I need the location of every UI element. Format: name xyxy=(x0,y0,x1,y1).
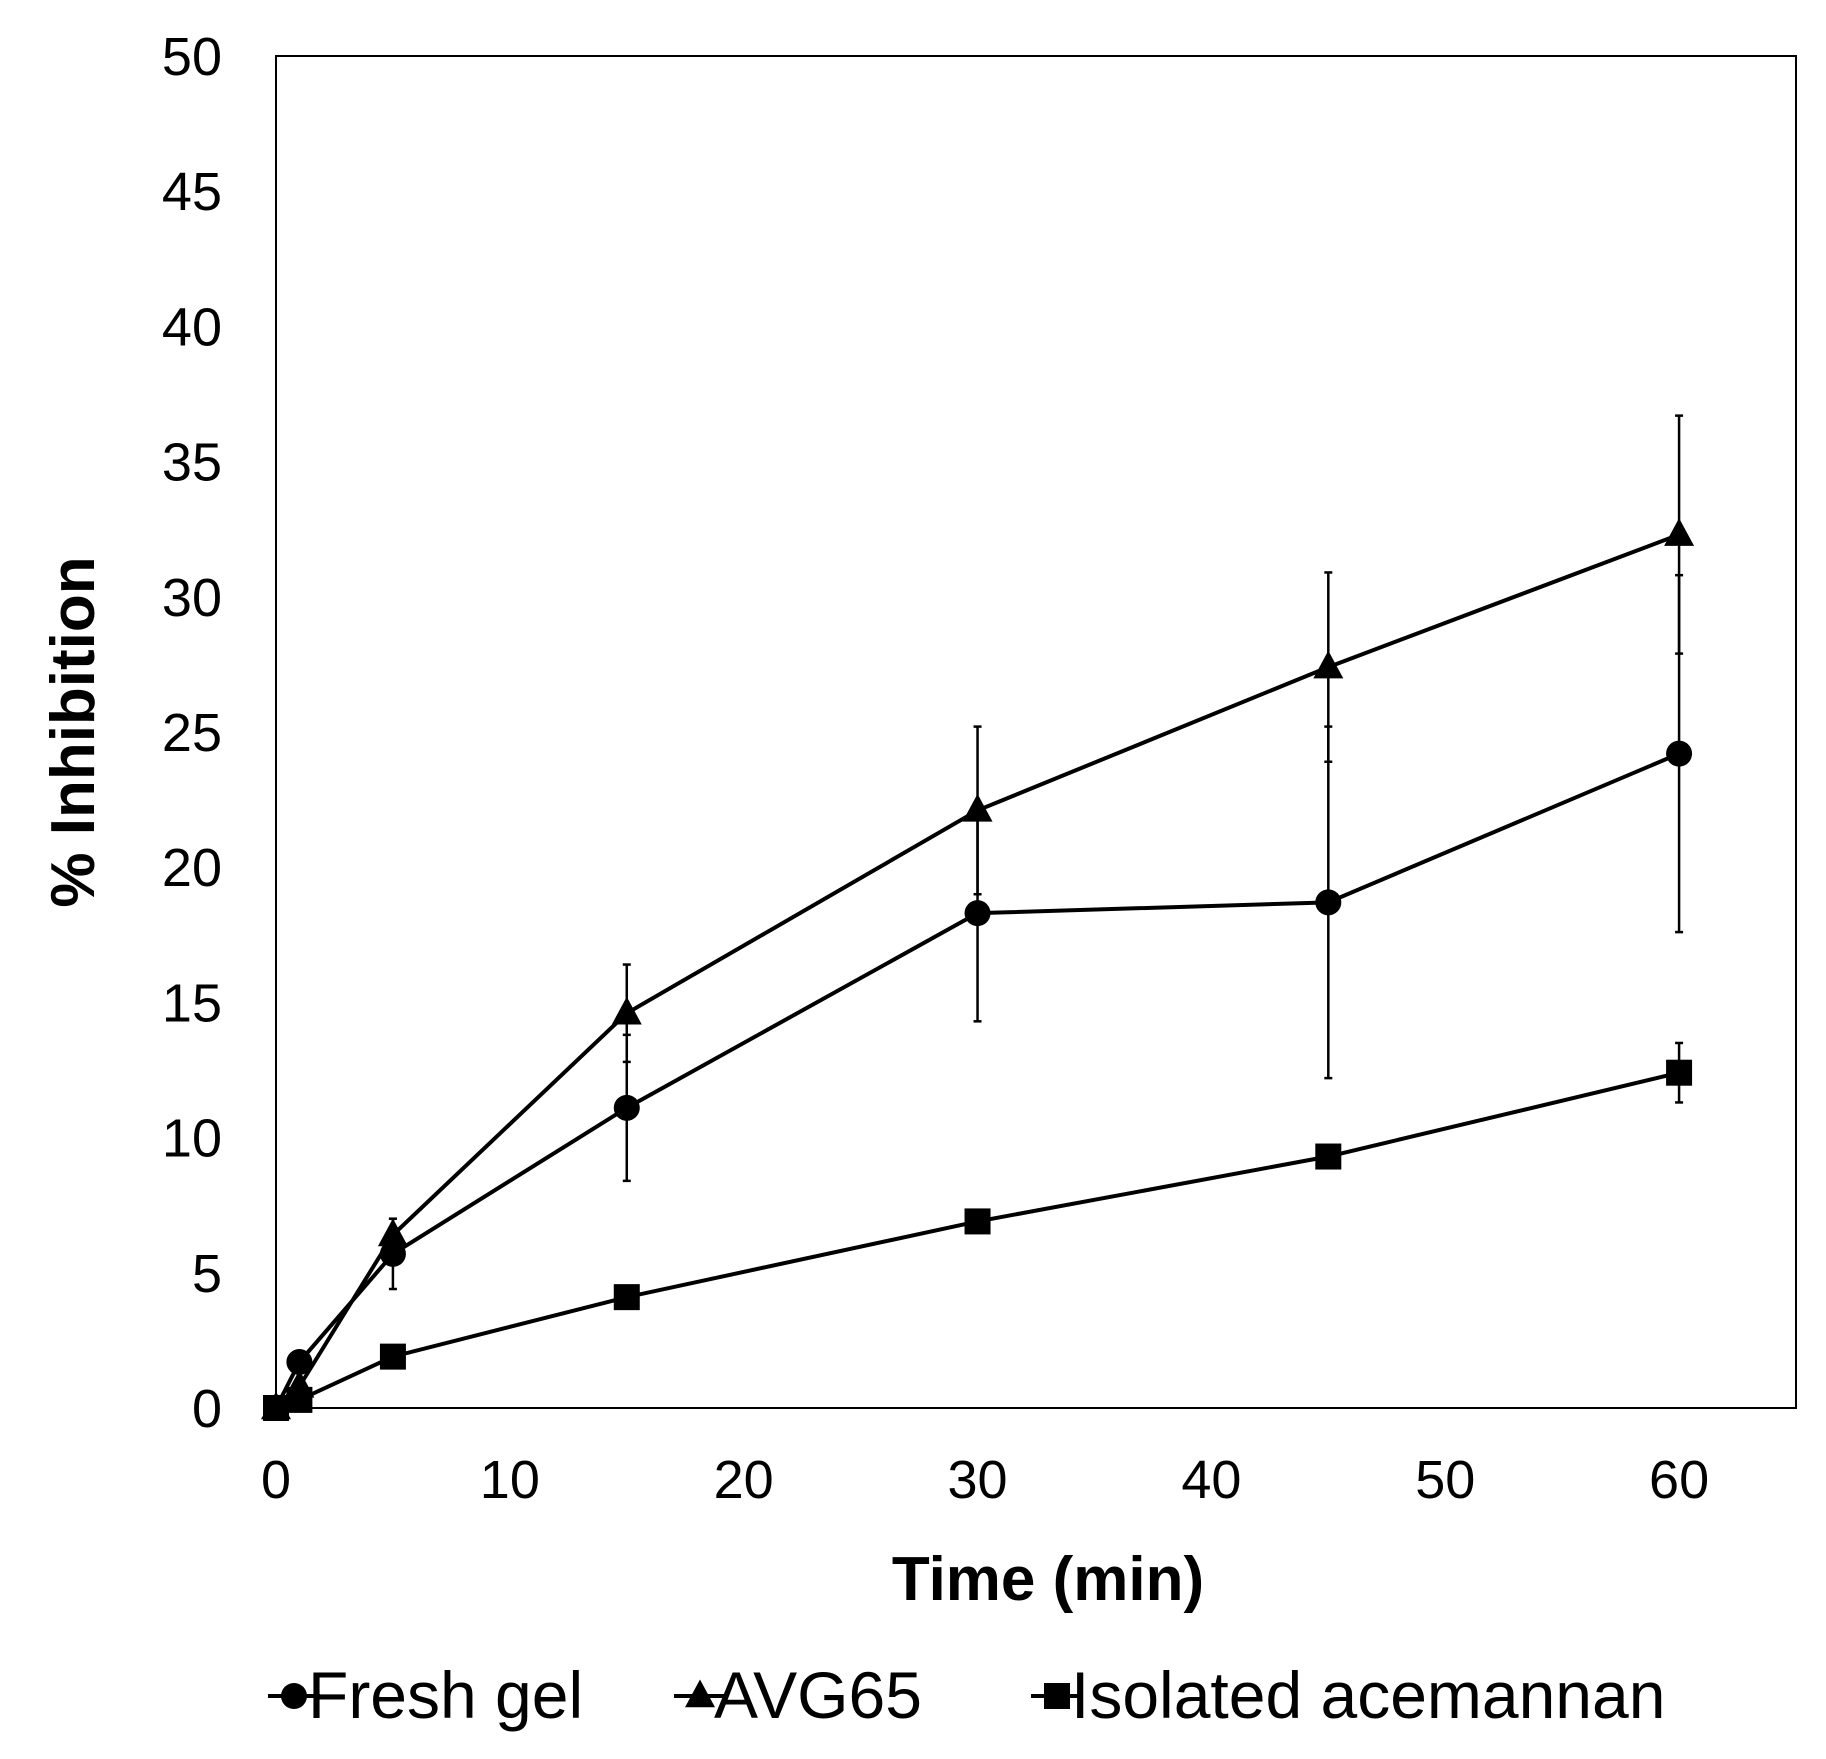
legend: Fresh gel AVG65 Isolated acemannan xyxy=(268,1658,1665,1732)
data-point xyxy=(379,1343,406,1370)
y-tick-label: 20 xyxy=(162,838,222,898)
data-point xyxy=(613,1094,640,1121)
data-point xyxy=(1315,889,1342,916)
legend-marker xyxy=(281,1683,307,1709)
x-tick-label: 0 xyxy=(261,1450,291,1510)
data-point xyxy=(1313,650,1344,679)
legend-label: Isolated acemannan xyxy=(1071,1658,1665,1732)
x-tick-label: 60 xyxy=(1649,1450,1709,1510)
data-point xyxy=(613,1284,640,1311)
legend-marker xyxy=(685,1679,715,1708)
data-point xyxy=(286,1386,313,1413)
data-point xyxy=(611,996,642,1025)
data-point xyxy=(964,1208,991,1235)
legend-item: Isolated acemannan xyxy=(1031,1658,1665,1732)
x-tick-label: 30 xyxy=(947,1450,1007,1510)
y-tick-label: 15 xyxy=(162,973,222,1033)
x-axis-ticks: 0 10 20 30 40 50 60 xyxy=(261,1450,1709,1510)
data-point xyxy=(1664,518,1695,546)
y-axis-title: % Inhibition xyxy=(39,556,108,907)
data-point xyxy=(964,900,991,927)
legend-label: Fresh gel xyxy=(308,1658,583,1732)
plot-area xyxy=(275,55,1797,1409)
series-layer xyxy=(261,414,1695,1421)
y-axis-ticks: 0 5 10 15 20 25 30 35 40 45 50 xyxy=(162,27,222,1439)
x-tick-label: 40 xyxy=(1181,1450,1241,1510)
y-tick-label: 50 xyxy=(162,27,222,87)
x-tick-label: 10 xyxy=(480,1450,540,1510)
data-point xyxy=(377,1218,408,1247)
legend-item: AVG65 xyxy=(674,1658,922,1732)
y-tick-label: 40 xyxy=(162,297,222,357)
series-triangle xyxy=(261,414,1695,1420)
y-tick-label: 25 xyxy=(162,703,222,763)
legend-marker xyxy=(1044,1683,1070,1709)
series-square xyxy=(263,1041,1693,1421)
x-axis-title: Time (min) xyxy=(892,1545,1204,1614)
legend-label: AVG65 xyxy=(714,1658,922,1732)
y-tick-label: 0 xyxy=(192,1379,222,1439)
y-tick-label: 35 xyxy=(162,433,222,493)
data-point xyxy=(962,793,993,822)
x-tick-label: 50 xyxy=(1415,1450,1475,1510)
legend-item: Fresh gel xyxy=(268,1658,583,1732)
y-tick-label: 45 xyxy=(162,162,222,222)
y-tick-label: 30 xyxy=(162,568,222,628)
data-point xyxy=(263,1395,289,1421)
data-point xyxy=(1315,1143,1342,1170)
y-tick-label: 5 xyxy=(192,1244,222,1304)
data-point xyxy=(1666,740,1693,767)
x-tick-label: 20 xyxy=(714,1450,774,1510)
y-tick-label: 10 xyxy=(162,1109,222,1169)
data-point xyxy=(286,1349,313,1376)
data-point xyxy=(1666,1059,1693,1086)
